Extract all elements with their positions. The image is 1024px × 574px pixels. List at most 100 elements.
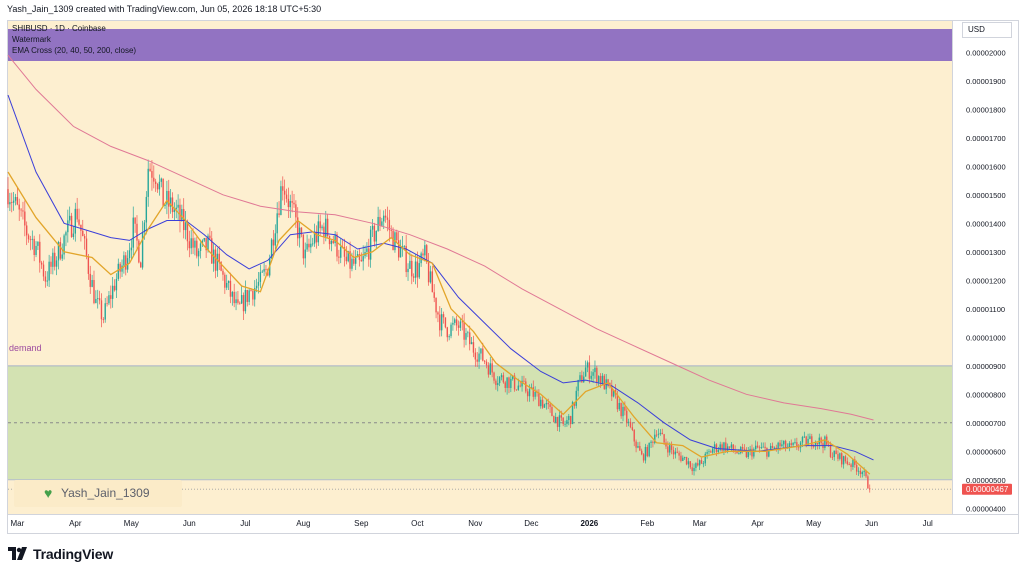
candle-body [396, 232, 398, 241]
candle-body [439, 314, 441, 331]
candle-body [657, 433, 660, 435]
candle-body [386, 217, 389, 220]
candle-body [14, 197, 17, 201]
candle-body [758, 447, 761, 449]
candle-body [829, 444, 832, 457]
candle-body [751, 448, 753, 457]
candle-body [76, 208, 78, 220]
candle-body [293, 202, 295, 205]
candle-body [242, 295, 245, 312]
candle-body [33, 238, 35, 255]
candle-body [833, 450, 835, 458]
candle-body [512, 375, 514, 379]
candle-body [285, 194, 288, 199]
candle-body [687, 461, 690, 465]
candle-body [427, 262, 430, 283]
candle-body [689, 461, 691, 468]
candle-body [682, 457, 684, 461]
candle-body [418, 263, 420, 278]
candle-body [29, 239, 32, 241]
candle-body [179, 204, 181, 221]
price-axis[interactable]: 0.00002000 0.00001900 0.00001800 0.00001700… [966, 48, 1006, 513]
price-tick-label: 0.00002000 [966, 48, 1006, 57]
candle-body [816, 442, 819, 445]
candle-body [584, 367, 587, 377]
candle-body [358, 254, 361, 260]
candle-body [848, 464, 850, 465]
candle-body [255, 285, 258, 289]
candle-body [669, 445, 671, 453]
candle-body [568, 416, 570, 421]
candle-body [790, 443, 792, 445]
candle-body [188, 241, 191, 249]
candle-body [373, 225, 376, 242]
candle-body [452, 322, 454, 325]
chart-frame [7, 20, 1019, 534]
candle-body [426, 245, 428, 263]
candle-body [545, 403, 548, 405]
candle-body [448, 336, 450, 338]
time-tick-label: Dec [524, 519, 538, 528]
candle-body [194, 240, 196, 248]
candle-body [399, 248, 402, 258]
currency-button[interactable]: USD [962, 22, 1012, 38]
candle-body [590, 375, 592, 379]
candle-body [506, 377, 508, 388]
author-watermark: ♥ Yash_Jain_1309 [14, 480, 182, 507]
zone-label: demand [9, 343, 42, 353]
candle-body [205, 237, 207, 251]
candle-body [521, 380, 523, 387]
candle-body [603, 375, 606, 390]
candle-body [573, 402, 576, 406]
candle-body [54, 252, 56, 267]
watermark-indicator-label[interactable]: Watermark [12, 35, 51, 44]
candle-body [620, 402, 622, 417]
candle-body [252, 290, 254, 300]
candle-body [683, 457, 686, 458]
price-tick-label: 0.00001200 [966, 276, 1006, 285]
price-tick-label: 0.00001400 [966, 219, 1006, 228]
candle-body [22, 210, 24, 212]
candle-body [485, 361, 488, 366]
candle-body [328, 236, 331, 245]
author-name: Yash_Jain_1309 [61, 486, 150, 500]
candle-body [98, 298, 101, 301]
candle-body [313, 232, 316, 244]
candle-body [231, 291, 234, 297]
ema-50-line [7, 94, 874, 461]
time-axis[interactable]: Mar Apr May Jun Jul Aug Sep Oct Nov Dec 2026 Feb Mar… [10, 519, 933, 528]
candle-body [783, 440, 785, 445]
candle-body [455, 319, 458, 326]
candle-body [302, 234, 305, 259]
candle-body [91, 280, 93, 287]
candle-body [618, 402, 620, 410]
candle-body [805, 436, 807, 446]
candle-body [40, 262, 43, 265]
candle-body [702, 463, 705, 465]
candle-body [35, 245, 37, 255]
candle-body [680, 455, 682, 461]
ema-cross-indicator-label[interactable]: EMA Cross (20, 40, 50, 200, close) [12, 46, 137, 55]
candle-body [338, 256, 340, 258]
candle-body [728, 446, 731, 448]
candle-body [560, 415, 563, 418]
time-tick-label: Nov [468, 519, 482, 528]
candle-body [291, 201, 293, 203]
candle-body [719, 444, 721, 450]
candle-body [158, 181, 161, 190]
candle-body [463, 321, 465, 340]
candle-body [121, 265, 123, 272]
candle-body [397, 240, 400, 258]
candle-body [130, 247, 133, 251]
candle-body [433, 292, 435, 298]
symbol-title[interactable]: SHIBUSD · 1D · Coinbase [12, 24, 106, 33]
candle-body [11, 202, 13, 203]
candle-body [70, 215, 73, 238]
candle-body [469, 332, 471, 345]
candle-body [248, 290, 250, 302]
candle-body [732, 444, 734, 451]
candle-body [607, 379, 609, 384]
candle-body [147, 168, 149, 197]
candle-body [515, 389, 518, 391]
